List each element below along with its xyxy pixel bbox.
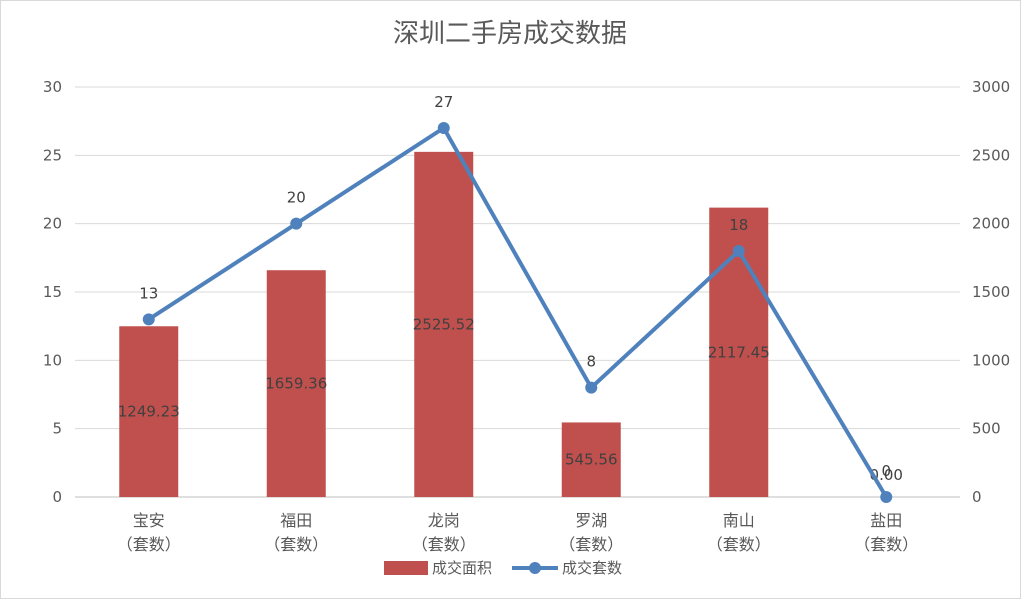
left-tick-label: 0 (52, 488, 62, 506)
line-point (585, 381, 598, 394)
category-sublabel: （套数） (854, 535, 918, 554)
line-data-label: 18 (729, 216, 748, 234)
bar (561, 422, 621, 497)
gridlines (75, 86, 960, 498)
line-point (437, 122, 450, 134)
right-tick-label: 1500 (972, 283, 1010, 301)
right-tick-label: 3000 (972, 78, 1010, 96)
bar-data-label: 2117.45 (708, 343, 770, 361)
category-label: 宝安 (133, 511, 165, 530)
line-data-label: 27 (434, 93, 453, 111)
left-tick-label: 25 (43, 146, 62, 164)
bar-data-label: 2525.52 (413, 315, 475, 333)
category-sublabel: （套数） (264, 535, 328, 554)
left-tick-label: 5 (52, 420, 62, 438)
category-label: 福田 (280, 511, 312, 530)
category-label: 南山 (723, 511, 755, 530)
bar (414, 151, 474, 498)
left-tick-label: 10 (43, 351, 62, 369)
line-point (732, 245, 745, 257)
line-point (142, 313, 155, 326)
bar (119, 326, 179, 497)
bar-data-label: 545.56 (565, 451, 618, 469)
series-line (147, 126, 888, 499)
chart-title: 深圳二手房成交数据 (393, 19, 627, 49)
right-axis-ticks: 0 500 1000 1500 2000 2500 3000 (972, 78, 1010, 506)
category-label: 罗湖 (575, 511, 607, 530)
bar-data-label: 1249.23 (118, 403, 180, 421)
legend-bar-label: 成交面积 (432, 559, 492, 577)
right-tick-label: 500 (972, 420, 1001, 438)
legend-line-label: 成交套数 (562, 559, 622, 577)
left-axis-ticks: 0 5 10 15 20 25 30 (43, 78, 62, 506)
line-data-label: 8 (586, 353, 596, 371)
category-sublabel: （套数） (117, 535, 181, 554)
legend-bar-swatch (384, 561, 428, 575)
line-point (880, 491, 893, 503)
line-point (290, 217, 303, 230)
category-label: 盐田 (870, 511, 902, 530)
category-sublabel: （套数） (412, 535, 476, 554)
right-tick-label: 0 (972, 488, 982, 506)
bar (266, 270, 326, 497)
category-label: 龙岗 (428, 511, 460, 530)
line-data-label: 13 (139, 284, 158, 302)
line-data-label: 0 (881, 462, 891, 480)
right-tick-label: 1000 (972, 351, 1010, 369)
right-tick-label: 2500 (972, 146, 1010, 164)
left-tick-label: 30 (43, 78, 62, 96)
line-data-labels: 13 20 27 8 18 0 (139, 93, 891, 480)
line-series (142, 122, 893, 503)
line-data-label: 20 (287, 189, 306, 207)
category-sublabel: （套数） (707, 535, 771, 554)
left-tick-label: 15 (43, 283, 62, 301)
right-tick-label: 2000 (972, 215, 1010, 233)
left-tick-label: 20 (43, 215, 62, 233)
legend-line-marker (529, 562, 541, 574)
legend: 成交面积 成交套数 (384, 559, 622, 577)
category-sublabel: （套数） (559, 535, 623, 554)
bar-data-label: 1659.36 (265, 375, 327, 393)
category-labels: 宝安 （套数） 福田 （套数） 龙岗 （套数） 罗湖 （套数） 南山 （套数） 盐田 （套数） (117, 511, 919, 554)
